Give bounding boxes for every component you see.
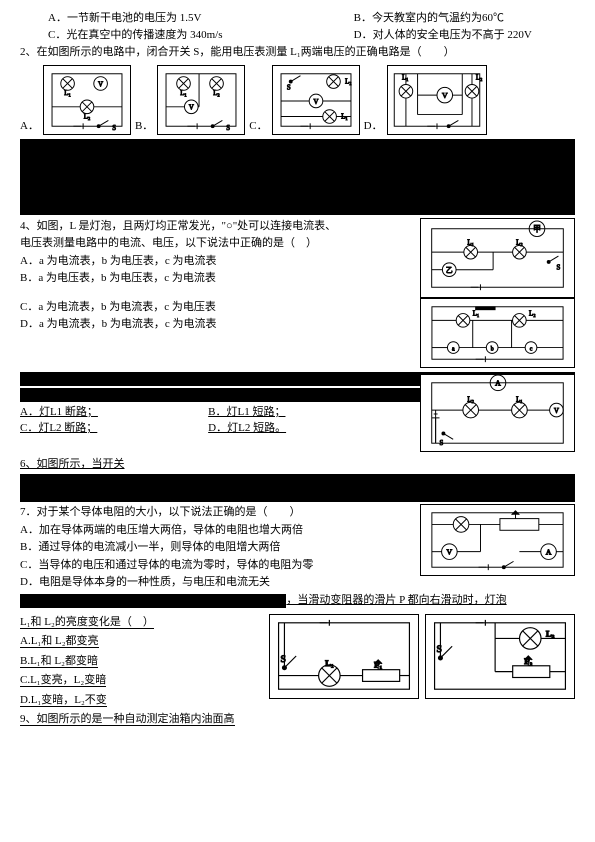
svg-text:L₂: L₂: [516, 239, 523, 246]
q5-row2: C．灯L2 断路； D．灯L2 短路。: [20, 420, 412, 437]
svg-text:L₂: L₂: [467, 396, 474, 403]
q2-stem: 2、在如图所示的电路中，闭合开关 S，能用电压表测量 L₁两端电压的正确电路是（…: [20, 44, 575, 61]
q2-label-c: C．: [249, 118, 267, 135]
q9-stem: 9、如图所示的是一种自动测定油箱内油面高: [20, 713, 235, 726]
redacted-q8: [20, 594, 286, 608]
svg-text:L₁: L₁: [467, 239, 474, 246]
q9-diagram-a: S L₁ P₁: [269, 614, 419, 699]
svg-text:A: A: [546, 548, 552, 557]
q2-circuit-a-diagram: L₁ V L₂ S: [43, 65, 131, 135]
svg-text:S: S: [281, 653, 286, 664]
q5-optD: D．灯L2 短路。: [208, 420, 286, 437]
svg-text:L₂: L₂: [546, 628, 555, 638]
svg-text:A: A: [495, 378, 501, 387]
svg-text:P₁: P₁: [374, 659, 382, 669]
svg-text:V: V: [554, 408, 559, 415]
svg-text:P₂: P₂: [524, 655, 532, 665]
svg-text:L₂: L₂: [214, 90, 221, 97]
svg-text:L₂: L₂: [475, 74, 482, 81]
redacted-q6-1: [20, 474, 575, 502]
q8-optA: A.L₁和 L₂都变亮: [20, 635, 99, 648]
q1-optD: D．对人体的安全电压为不高于 220V: [354, 27, 532, 44]
q2-diagram-row: A． L₁ V L₂ S B． L₁ L₂ V S C．: [20, 65, 575, 135]
q1-optA: A．一节新干电池的电压为 1.5V: [48, 10, 354, 27]
svg-text:S: S: [112, 125, 116, 132]
svg-text:L₂: L₂: [529, 310, 536, 317]
svg-text:L₁: L₁: [64, 90, 71, 97]
q9-diagram-b: S L₂ P₂: [425, 614, 575, 699]
q7-diagram: V A: [420, 504, 575, 576]
q5-wrapper: A L₂ L₁ V S A．灯L1 断路； B．灯L1 短路； C．灯L2 断路…: [20, 404, 575, 452]
redacted-block-q3: [20, 139, 575, 215]
q2-circuit-d-diagram: L₁ V L₂: [387, 65, 487, 135]
q7-wrapper: V A 7．对于某个导体电阻的大小，以下说法正确的是（ ） A．加在导体两端的电…: [20, 504, 575, 592]
svg-text:L₁: L₁: [325, 657, 334, 667]
svg-text:L₁: L₁: [402, 74, 409, 81]
q2-label-b: B．: [135, 118, 153, 135]
svg-text:S: S: [286, 84, 290, 91]
q1-optC: C．光在真空中的传播速度为 340m/s: [48, 27, 354, 44]
q9-diagram-group: S L₁ P₁ S L₂ P₂: [269, 614, 575, 699]
svg-text:b: b: [491, 346, 494, 352]
q1-options-row1: A．一节新干电池的电压为 1.5V B．今天教室内的气温约为60℃: [20, 10, 575, 27]
svg-text:L₁: L₁: [516, 396, 523, 403]
q2-label-d: D．: [364, 118, 383, 135]
q6-stem: 6、如图所示，当开关: [20, 456, 575, 473]
q8-line1: ，当滑动变阻器的滑片 P 都向右滑动时，灯泡: [20, 592, 575, 610]
q5-row1: A．灯L1 断路； B．灯L1 短路；: [20, 404, 412, 421]
svg-text:乙: 乙: [446, 266, 453, 274]
svg-text:L₁: L₁: [473, 310, 480, 317]
q8-optD: D.L₁变暗，L₂不变: [20, 694, 107, 707]
q5-optB: B．灯L1 短路；: [208, 404, 285, 421]
svg-text:a: a: [452, 346, 455, 352]
q2-label-a: A．: [20, 118, 39, 135]
q4-top-diagram: 甲 L₁ L₂ 乙 S: [420, 218, 575, 298]
q1-optB: B．今天教室内的气温约为60℃: [354, 10, 504, 27]
q2-circuit-b-diagram: L₁ L₂ V S: [157, 65, 245, 135]
svg-text:S: S: [437, 644, 442, 655]
q5-optC: C．灯L2 断路；: [20, 420, 208, 437]
svg-text:V: V: [313, 98, 318, 105]
q4-bottom-diagram: L₁ L₂ a b c: [420, 298, 575, 368]
q4-wrapper: 甲 L₁ L₂ 乙 S 4、如图，L 是灯泡，且两灯均正常发光，"○"处可以连接…: [20, 218, 575, 368]
q8-tail: ，当滑动变阻器的滑片 P 都向右滑动时，灯泡: [286, 592, 506, 610]
q7-optD: D．电阻是导体本身的一种性质，与电压和电流无关: [20, 574, 575, 591]
q5-diagram: A L₂ L₁ V S: [420, 374, 575, 452]
q8-wrapper: S L₁ P₁ S L₂ P₂ L₁和 L₂的亮度变化是（ ） A: [20, 614, 575, 728]
q8-optC: C.L₁变亮，L₂变暗: [20, 674, 106, 687]
svg-text:L₂: L₂: [84, 113, 91, 120]
svg-text:V: V: [447, 548, 453, 557]
q5-optA: A．灯L1 断路；: [20, 404, 208, 421]
svg-text:S: S: [556, 264, 560, 271]
svg-text:S: S: [227, 125, 231, 132]
svg-text:c: c: [530, 346, 533, 352]
svg-text:L₁: L₁: [181, 90, 188, 97]
svg-text:V: V: [442, 91, 448, 100]
svg-text:S: S: [440, 440, 444, 447]
svg-text:甲: 甲: [533, 224, 541, 233]
q8-optB: B.L₁和 L₂都变暗: [20, 655, 98, 668]
q2-circuit-c-diagram: S L₂ V L₁: [272, 65, 360, 135]
svg-text:L₂: L₂: [345, 78, 352, 85]
q1-options-row2: C．光在真空中的传播速度为 340m/s D．对人体的安全电压为不高于 220V: [20, 27, 575, 44]
svg-text:V: V: [98, 81, 103, 88]
q8-line2: L₁和 L₂的亮度变化是（ ）: [20, 616, 154, 629]
svg-text:V: V: [189, 104, 194, 111]
